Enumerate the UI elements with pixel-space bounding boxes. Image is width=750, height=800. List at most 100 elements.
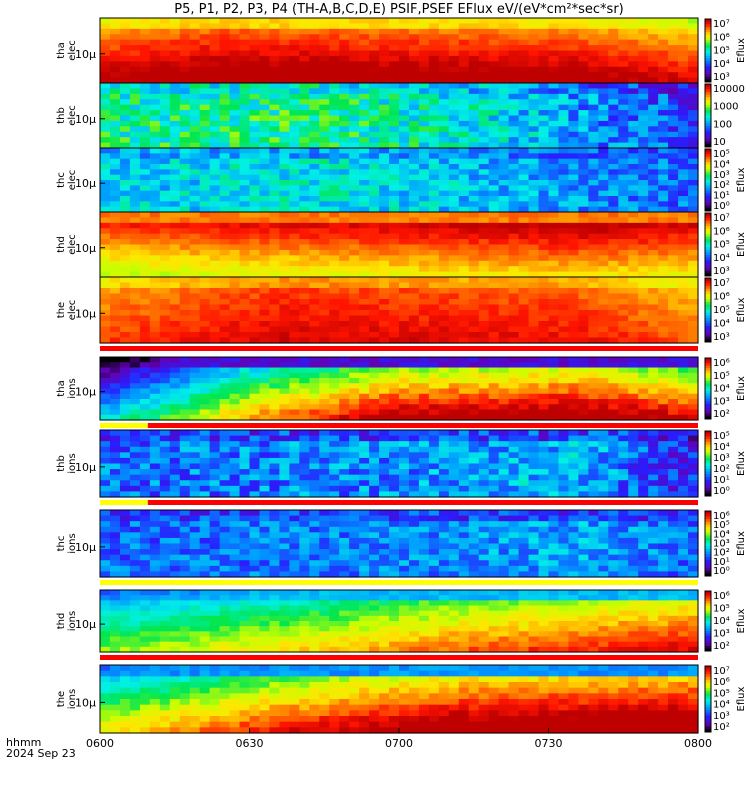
- heatmap-cell: [458, 474, 470, 481]
- heatmap-cell: [109, 23, 121, 30]
- heatmap-cell: [468, 50, 480, 57]
- heatmap-cell: [159, 110, 171, 117]
- heatmap-cell: [518, 126, 530, 133]
- heatmap-cell: [119, 452, 131, 459]
- colorbar-segment: [705, 84, 711, 88]
- heatmap-cell: [608, 378, 619, 384]
- heatmap-cell: [448, 201, 460, 208]
- heatmap-cell: [319, 115, 330, 122]
- heatmap-cell: [349, 131, 360, 138]
- heatmap-cell: [658, 196, 669, 202]
- heatmap-cell: [369, 430, 380, 437]
- heatmap-cell: [339, 153, 350, 160]
- heatmap-cell: [438, 174, 450, 181]
- heatmap-cell: [169, 212, 181, 219]
- heatmap-cell: [658, 34, 669, 41]
- heatmap-cell: [159, 153, 171, 160]
- heatmap-cell: [359, 266, 370, 273]
- heatmap-cell: [389, 288, 400, 295]
- heatmap-cell: [578, 222, 589, 229]
- colorbar-tick-label: 10⁵: [713, 371, 730, 382]
- heatmap-cell: [279, 393, 290, 400]
- heatmap-cell: [299, 45, 310, 52]
- heatmap-cell: [209, 260, 221, 267]
- heatmap-cell: [149, 266, 161, 273]
- heatmap-cell: [389, 99, 400, 106]
- heatmap-cell: [119, 83, 131, 90]
- heatmap-cell: [458, 326, 470, 333]
- heatmap-cell: [598, 310, 609, 317]
- heatmap-cell: [638, 148, 649, 154]
- heatmap-cell: [478, 201, 490, 208]
- heatmap-cell: [428, 474, 440, 481]
- heatmap-cell: [289, 463, 300, 470]
- heatmap-cell: [229, 321, 241, 328]
- heatmap-cell: [428, 212, 440, 219]
- heatmap-cell: [319, 222, 330, 229]
- heatmap-cell: [209, 180, 221, 186]
- heatmap-cell: [359, 18, 370, 25]
- colorbar-segment: [705, 318, 711, 322]
- heatmap-cell: [399, 260, 410, 267]
- heatmap-cell: [538, 61, 550, 68]
- heatmap-cell: [149, 480, 161, 487]
- heatmap-cell: [319, 393, 330, 400]
- heatmap-cell: [369, 357, 380, 363]
- heatmap-cell: [349, 50, 360, 57]
- heatmap-cell: [359, 277, 370, 284]
- heatmap-cell: [129, 255, 141, 262]
- heatmap-cell: [139, 104, 151, 111]
- heatmap-cell: [229, 372, 241, 379]
- heatmap-cell: [538, 45, 550, 52]
- heatmap-cell: [448, 120, 460, 127]
- heatmap-cell: [648, 77, 659, 84]
- heatmap-cell: [309, 409, 320, 416]
- heatmap-cell: [259, 50, 271, 57]
- heatmap-cell: [100, 474, 111, 481]
- heatmap-cell: [239, 50, 251, 57]
- heatmap-cell: [159, 23, 171, 30]
- heatmap-cell: [418, 206, 430, 213]
- heatmap-cell: [598, 399, 609, 405]
- heatmap-cell: [658, 131, 669, 138]
- heatmap-cell: [538, 72, 550, 79]
- heatmap-cell: [638, 367, 649, 374]
- heatmap-cell: [588, 293, 599, 300]
- heatmap-cell: [688, 414, 699, 421]
- heatmap-cell: [389, 83, 400, 90]
- heatmap-cell: [458, 217, 470, 224]
- heatmap-cell: [538, 315, 550, 322]
- heatmap-cell: [249, 190, 261, 197]
- heatmap-cell: [678, 164, 689, 170]
- heatmap-cell: [219, 115, 231, 122]
- heatmap-cell: [129, 326, 141, 333]
- heatmap-cell: [588, 180, 599, 186]
- heatmap-cell: [458, 206, 470, 213]
- heatmap-cell: [329, 372, 340, 379]
- heatmap-cell: [309, 212, 320, 219]
- heatmap-cell: [109, 228, 121, 235]
- heatmap-cell: [389, 45, 400, 52]
- heatmap-cell: [279, 474, 290, 481]
- heatmap-cell: [528, 217, 540, 224]
- heatmap-cell: [139, 88, 151, 95]
- heatmap-cell: [638, 77, 649, 84]
- heatmap-cell: [119, 388, 131, 395]
- heatmap-cell: [129, 158, 141, 165]
- heatmap-cell: [139, 310, 151, 317]
- heatmap-cell: [159, 249, 171, 256]
- heatmap-cell: [199, 337, 211, 344]
- heatmap-cell: [438, 93, 450, 100]
- heatmap-cell: [189, 83, 201, 90]
- heatmap-cell: [100, 196, 111, 202]
- heatmap-cell: [588, 288, 599, 295]
- heatmap-cell: [119, 131, 131, 138]
- heatmap-cell: [100, 244, 111, 251]
- heatmap-cell: [100, 185, 111, 192]
- heatmap-cell: [189, 399, 201, 405]
- heatmap-cell: [319, 367, 330, 374]
- heatmap-cell: [349, 93, 360, 100]
- heatmap-cell: [339, 217, 350, 224]
- heatmap-cell: [508, 45, 520, 52]
